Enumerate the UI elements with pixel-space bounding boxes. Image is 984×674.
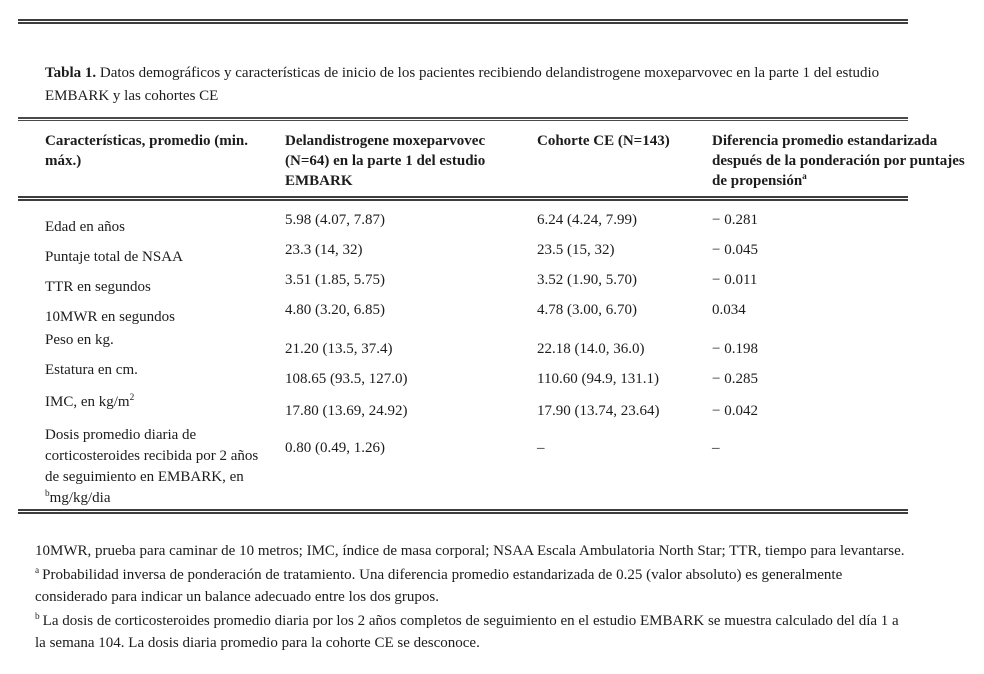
table-caption-text: Datos demográficos y características de … [45,65,880,104]
table-caption: Tabla 1. Datos demográficos y caracterís… [45,62,945,108]
column-header-embark: Delandistrogene moxeparvovec (N=64) en l… [285,133,486,189]
ce-value: 4.78 (3.00, 6.70) [537,302,637,318]
scanned-table-page: Tabla 1. Datos demográficos y caracterís… [18,0,965,654]
row-label: Estatura en cm. [45,360,285,392]
row-label-text: TTR en segundos [45,279,151,295]
difference-value: − 0.011 [712,272,758,288]
row-label-text: IMC, en kg/m [45,394,130,410]
ce-value: 17.90 (13.74, 23.64) [537,403,660,419]
header-rule [18,196,908,201]
difference-value: – [712,440,720,456]
footnote-b: b La dosis de corticosteroides promedio d… [35,610,907,654]
top-rule [18,19,908,24]
ce-value: 22.18 (14.0, 36.0) [537,341,645,357]
row-label-text: Estatura en cm. [45,362,138,378]
row-label-text: Peso en kg. [45,332,114,348]
footnotes: 10MWR, prueba para caminar de 10 metros;… [35,540,907,654]
table-row: Edad en años 5.98 (4.07, 7.87) 6.24 (4.2… [45,210,965,240]
table-row: IMC, en kg/m2 17.80 (13.69, 24.92) 17.90… [45,392,965,425]
footnote-b-text: La dosis de corticosteroides promedio di… [35,613,899,651]
table-row: Dosis promedio diaria de corticosteroide… [45,425,965,509]
column-header-ce: Cohorte CE (N=143) [537,133,670,149]
ce-value: 6.24 (4.24, 7.99) [537,212,637,228]
column-header-difference: Diferencia promedio estandarizada despué… [712,131,965,191]
row-label-superscript: 2 [129,393,135,403]
row-label: TTR en segundos [45,270,285,300]
difference-value: − 0.042 [712,403,758,419]
table-row: TTR en segundos 3.51 (1.85, 5.75) 3.52 (… [45,270,965,300]
row-label: IMC, en kg/m2 [45,392,285,425]
table-caption-label: Tabla 1. [45,65,97,81]
row-label-text: Puntaje total de NSAA [45,249,183,265]
row-label-text-after: mg/kg/dia [49,490,111,506]
footnote-b-marker: b [35,612,40,622]
ce-value: – [537,440,545,456]
caption-rule [18,117,908,121]
table-row: Puntaje total de NSAA 23.3 (14, 32) 23.5… [45,240,965,270]
row-label-text: Edad en años [45,219,125,235]
row-label: Dosis promedio diaria de corticosteroide… [45,425,285,509]
row-label: Peso en kg. [45,330,285,360]
embark-value: 3.51 (1.85, 5.75) [285,272,385,288]
table-row: Peso en kg. 21.20 (13.5, 37.4) 22.18 (14… [45,330,965,360]
embark-value: 0.80 (0.49, 1.26) [285,440,385,456]
embark-value: 17.80 (13.69, 24.92) [285,403,408,419]
column-header-difference-text: Diferencia promedio estandarizada despué… [712,133,965,189]
footnote-a: a Probabilidad inversa de ponderación de … [35,564,907,608]
footnote-b-reference: b [45,489,50,499]
difference-value: 0.034 [712,302,746,318]
footnote-a-reference: a [802,172,807,182]
footnote-a-text: Probabilidad inversa de ponderación de t… [35,567,843,605]
table-body: Edad en años 5.98 (4.07, 7.87) 6.24 (4.2… [18,201,908,509]
row-label-text: 10MWR en segundos [45,309,175,325]
embark-value: 23.3 (14, 32) [285,242,363,258]
difference-value: − 0.198 [712,341,758,357]
difference-value: − 0.281 [712,212,758,228]
ce-value: 3.52 (1.90, 5.70) [537,272,637,288]
row-label: Edad en años [45,210,285,240]
table-row: 10MWR en segundos 4.80 (3.20, 6.85) 4.78… [45,300,965,330]
table-row: Estatura en cm. 108.65 (93.5, 127.0) 110… [45,360,965,392]
footnote-a-marker: a [35,566,40,576]
row-label-text: Dosis promedio diaria de corticosteroide… [45,427,259,485]
embark-value: 5.98 (4.07, 7.87) [285,212,385,228]
bottom-rule [18,509,908,514]
table-header-row: Características, promedio (min. máx.) De… [45,131,965,196]
difference-value: − 0.285 [712,371,758,387]
row-label: Puntaje total de NSAA [45,240,285,270]
embark-value: 4.80 (3.20, 6.85) [285,302,385,318]
embark-value: 108.65 (93.5, 127.0) [285,371,408,387]
difference-value: − 0.045 [712,242,758,258]
ce-value: 110.60 (94.9, 131.1) [537,371,659,387]
column-header-characteristics: Características, promedio (min. máx.) [45,133,249,169]
abbreviations-note: 10MWR, prueba para caminar de 10 metros;… [35,543,905,559]
row-label: 10MWR en segundos [45,300,285,330]
ce-value: 23.5 (15, 32) [537,242,615,258]
embark-value: 21.20 (13.5, 37.4) [285,341,393,357]
